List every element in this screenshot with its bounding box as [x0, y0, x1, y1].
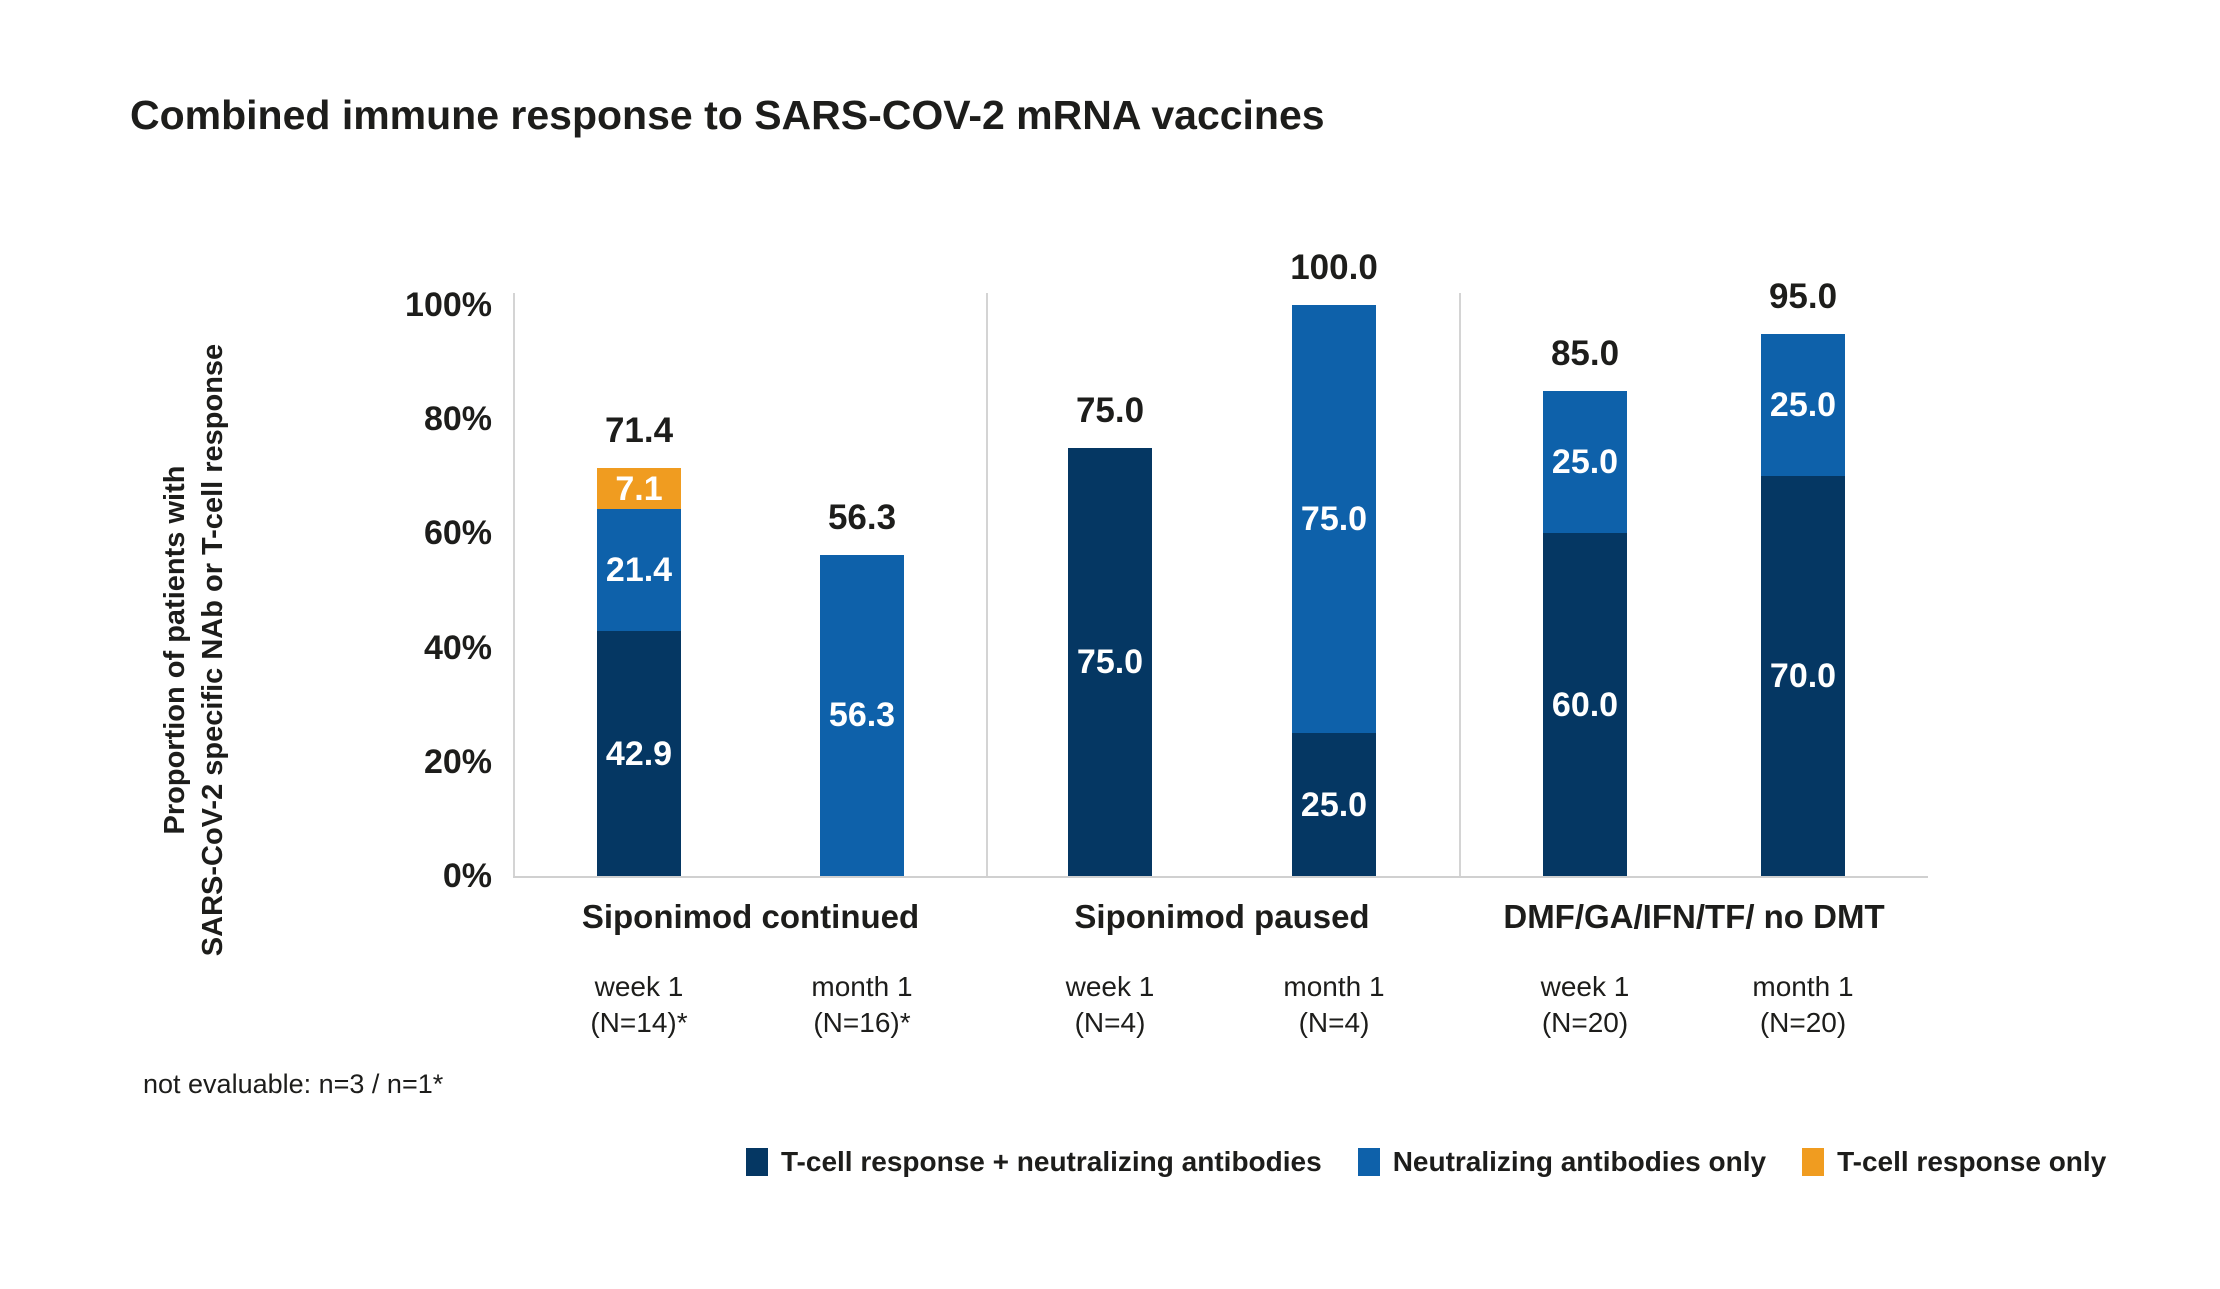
chart-title: Combined immune response to SARS-COV-2 m… [130, 92, 1325, 138]
legend-swatch [746, 1148, 768, 1176]
y-tick-label: 20% [423, 742, 492, 781]
bar-segment-value: 70.0 [1769, 657, 1837, 696]
bar-tick-line1: month 1 [811, 971, 913, 1002]
bar-tick-line1: month 1 [1752, 971, 1854, 1002]
group-label: Siponimod continued [581, 898, 920, 935]
y-tick-label: 60% [423, 514, 492, 553]
bar-tick-line2: (N=14)* [590, 1007, 688, 1038]
y-axis-line [513, 293, 515, 878]
bar-total-label: 100.0 [1290, 248, 1378, 287]
bar-tick-line2: (N=20) [1759, 1007, 1847, 1038]
bar-tick-line1: month 1 [1283, 971, 1385, 1002]
bar-segment: 56.3 [820, 554, 904, 876]
group-label: DMF/GA/IFN/TF/ no DMT [1503, 898, 1885, 935]
bar-total-label: 56.3 [827, 497, 897, 537]
legend-item: T-cell response + neutralizing antibodie… [746, 1146, 1322, 1178]
bar-tick-line2: (N=4) [1298, 1007, 1370, 1038]
bar-segment-value: 25.0 [1300, 785, 1368, 824]
bar-total-label: 75.0 [1075, 390, 1145, 430]
bar-segment: 7.1 [597, 468, 681, 509]
y-tick-label: 0% [442, 857, 492, 895]
bar-segment-value: 56.3 [828, 696, 896, 735]
bar-segment-value: 25.0 [1769, 385, 1837, 424]
group-divider [986, 293, 988, 876]
group-divider [1459, 293, 1461, 876]
bar-segment-value: 60.0 [1551, 685, 1619, 724]
legend-swatch [1802, 1148, 1825, 1176]
y-tick-label: 100% [405, 286, 492, 324]
bar-segment: 25.0 [1543, 390, 1627, 534]
bar-tick-line1: week 1 [1540, 971, 1630, 1002]
legend-item: Neutralizing antibodies only [1357, 1146, 1767, 1178]
legend: T-cell response + neutralizing antibodie… [746, 1146, 2106, 1178]
bar-segment-value: 25.0 [1551, 443, 1619, 482]
legend-label: Neutralizing antibodies only [1392, 1146, 1767, 1177]
y-tick-label: 40% [423, 628, 492, 667]
bar-segment-value: 75.0 [1300, 500, 1368, 539]
bar-segment-value: 21.4 [605, 550, 673, 589]
bar-segment: 25.0 [1761, 333, 1845, 477]
bar-segment: 70.0 [1761, 476, 1845, 876]
bar-tick-line2: (N=20) [1541, 1007, 1629, 1038]
bar-tick-line1: week 1 [1065, 971, 1155, 1002]
bar-segment: 42.9 [597, 631, 681, 876]
bar-segment: 75.0 [1292, 305, 1376, 734]
bar-tick-label: month 1 (N=16)* [742, 969, 982, 1041]
x-axis-line [513, 876, 1928, 878]
bar-tick-label: week 1 (N=4) [990, 969, 1230, 1041]
legend-label: T-cell response + neutralizing antibodie… [781, 1146, 1322, 1177]
legend-label: T-cell response only [1837, 1146, 2107, 1177]
bar-segment-value: 42.9 [605, 734, 673, 773]
bar-tick-label: month 1 (N=4) [1214, 969, 1454, 1041]
bar-segment-value: 7.1 [615, 469, 663, 508]
footnote: not evaluable: n=3 / n=1* [143, 1069, 444, 1099]
bar-tick-line1: week 1 [594, 971, 684, 1002]
bar-total-label: 95.0 [1768, 276, 1838, 316]
group-label: Siponimod paused [1074, 898, 1370, 935]
y-tick-label: 80% [423, 400, 492, 439]
bar-tick-line2: (N=16)* [813, 1007, 911, 1038]
bar-tick-label: week 1 (N=14)* [519, 969, 759, 1041]
legend-item: T-cell response only [1802, 1146, 2106, 1178]
bar-tick-label: week 1 (N=20) [1465, 969, 1705, 1041]
bar-segment-value: 75.0 [1076, 642, 1144, 681]
bar-segment: 60.0 [1543, 533, 1627, 876]
bar-segment: 25.0 [1292, 733, 1376, 876]
legend-swatch [1357, 1148, 1380, 1176]
bar-segment: 75.0 [1068, 447, 1152, 876]
bar-tick-line2: (N=4) [1074, 1007, 1146, 1038]
bar-total-label: 71.4 [604, 411, 674, 451]
bar-total-label: 85.0 [1550, 333, 1620, 373]
bar-segment: 21.4 [597, 508, 681, 632]
bar-tick-label: month 1 (N=20) [1683, 969, 1923, 1041]
